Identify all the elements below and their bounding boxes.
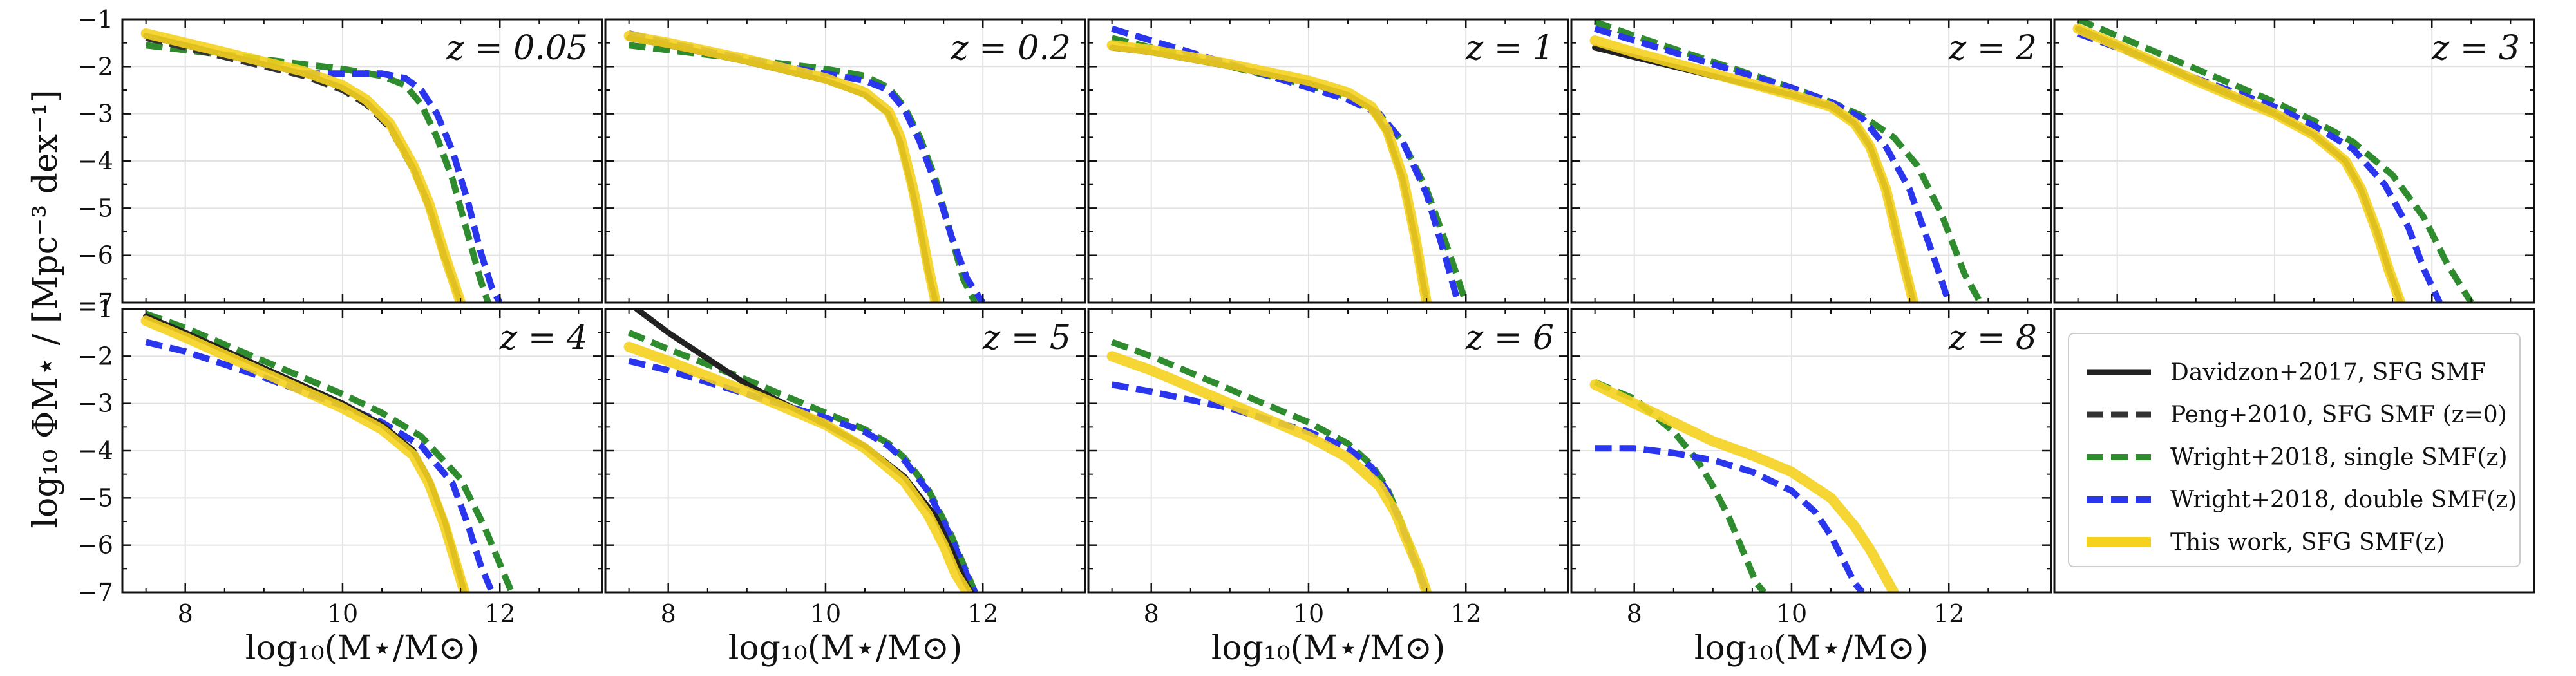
x-tick-label: 12 [967,599,998,628]
legend-label-thiswork: This work, SFG SMF(z) [2170,529,2445,556]
x-tick-label: 10 [810,599,841,628]
panel-label: z = 3 [2431,29,2520,68]
panel-label: z = 0.05 [446,29,588,68]
y-tick-label: −4 [77,147,113,175]
legend: Davidzon+2017, SFG SMF Peng+2010, SFG SMF… [2053,308,2535,594]
series-line-thiswork [1589,379,1899,592]
y-tick-label: −4 [77,437,113,465]
series-line-thiswork [1106,351,1432,592]
panel-4: z = 3 [2053,18,2535,304]
legend-box [2068,333,2521,567]
x-axis-title: log₁₀(M⋆/M⊙) [728,629,963,668]
x-axis-title: log₁₀(M⋆/M⊙) [1211,629,1446,668]
series-line-thiswork [1106,40,1432,303]
series-line-double [628,357,978,592]
panel-label: z = 2 [1948,29,2037,68]
y-tick-label: −5 [77,194,113,222]
panel-label: z = 1 [1465,29,1554,68]
x-tick-label: 12 [1933,599,1964,628]
x-tick-label: 10 [1293,599,1324,628]
series-line-single [2076,19,2474,303]
legend-panel-frame [2053,308,2535,594]
y-tick-label: −3 [77,100,113,128]
panel-2: z = 1 [1087,18,1569,304]
x-tick-label: 12 [1450,599,1481,628]
series-line-thiswork [1589,35,1919,303]
series-line-thiswork [623,30,941,303]
series-line-double [303,70,503,303]
y-tick-label: −7 [77,288,113,317]
series-line-davidzon [1109,44,1430,303]
x-tick-label: 8 [178,599,193,628]
panel-label: z = 5 [982,319,1071,357]
series-line-thiswork [623,341,972,592]
panel-3: z = 2 [1570,18,2052,304]
legend-label-peng: Peng+2010, SFG SMF (z=0) [2170,402,2507,428]
series-line-double [145,339,495,592]
panel-label: z = 4 [499,319,588,357]
x-axis-title: log₁₀(M⋆/M⊙) [1694,629,1929,668]
series-line-single [144,310,515,592]
x-tick-label: 8 [1144,599,1159,628]
y-tick-label: −1 [77,295,113,323]
x-tick-label: 10 [1776,599,1807,628]
series-line-single [1110,339,1430,592]
y-tick-label: −6 [77,531,113,559]
y-tick-label: −1 [77,5,113,33]
panels: −1 −2 −3 −4 −5 −6 −7 z = 0.05 z = 0.2 z = 1 z = 2 z… [77,5,2535,668]
y-tick-label: −6 [77,241,113,270]
panel-0: −1 −2 −3 −4 −5 −6 −7 z = 0.05 [77,5,603,317]
series-line-thiswork [140,315,470,592]
x-tick-label: 10 [327,599,358,628]
y-tick-label: −5 [77,484,113,512]
series-line-double [1111,25,1461,303]
series-line-thiswork [140,28,466,303]
series-line-double [1111,381,1430,592]
series-line-davidzon [626,35,939,303]
panel-label: z = 6 [1465,319,1554,357]
panel-label: z = 0.2 [950,29,1071,68]
y-tick-label: −3 [77,390,113,418]
legend-label-double: Wright+2018, double SMF(z) [2170,487,2517,513]
x-tick-label: 12 [484,599,515,628]
legend-label-davidzon: Davidzon+2017, SFG SMF [2170,359,2486,386]
series-line-thiswork [2072,23,2406,303]
y-axis-title: log₁₀ ΦM⋆ / [Mpc⁻³ dex⁻¹] [26,89,65,528]
x-tick-label: 8 [1627,599,1642,628]
x-tick-label: 8 [661,599,676,628]
y-tick-label: −7 [77,578,113,606]
series-line-double [1595,445,1865,592]
y-tick-label: −2 [77,52,113,80]
x-axis-title: log₁₀(M⋆/M⊙) [245,629,480,668]
panel-label: z = 8 [1948,319,2037,357]
series-line-double [1594,25,1952,303]
legend-label-single: Wright+2018, single SMF(z) [2170,444,2508,471]
panel-1: z = 0.2 [604,18,1086,304]
y-tick-label: −2 [77,342,113,370]
series-line-single [1593,379,1767,592]
